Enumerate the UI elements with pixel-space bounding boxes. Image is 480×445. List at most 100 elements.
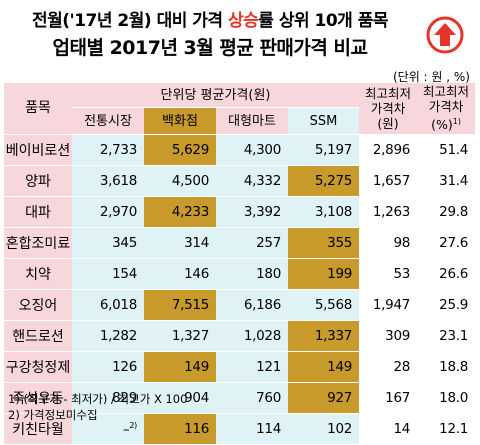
cell-rate-value: 26.6 [439, 266, 469, 282]
title-line-1-pre: 전월('17년 2월) 대비 가격 [31, 11, 228, 31]
table-row: 양파 3,618 4,500 4,332 5,275 1,657 31.4 [4, 165, 476, 197]
price-table: 품목 단위당 평균가격(원) 최고최저 가격차 (원) 최고최저 가격차 (%)1) 전… [4, 83, 476, 445]
item-name: 베이비로션 [4, 134, 72, 166]
cell-diff-value: 167 [385, 390, 411, 406]
cell-ssm-value: 5,197 [314, 142, 353, 158]
cell-mart-value: 4,300 [243, 142, 281, 158]
cell-traditional: 2,733 [72, 134, 144, 166]
cell-rate: 27.6 [417, 227, 476, 259]
cell-department-value: 1,327 [171, 328, 209, 344]
cell-department: 4,233 [144, 196, 216, 228]
cell-mart-value: 1,028 [243, 328, 281, 344]
item-name: 치약 [4, 258, 72, 290]
footnote-2: 2) 가격정보미수집 [8, 408, 98, 422]
item-name-value: 대파 [25, 205, 51, 221]
unit-label: (단위 : 원 , %) [392, 70, 470, 84]
item-name-value: 구강청정제 [5, 360, 71, 376]
cell-mart: 180 [216, 258, 288, 290]
cell-diff-value: 1,947 [372, 297, 411, 313]
item-name: 양파 [4, 165, 72, 197]
cell-rate: 26.6 [417, 258, 476, 290]
cell-rate: 18.0 [417, 382, 476, 414]
header-rate-l3: (%) [431, 117, 453, 133]
item-name-value: 오징어 [18, 298, 58, 314]
cell-ssm: 5,568 [288, 289, 360, 321]
table-row: 대파 2,970 4,233 3,392 3,108 1,263 29.8 [4, 196, 476, 228]
cell-department: 314 [144, 227, 216, 259]
cell-department-value: 149 [184, 359, 209, 375]
cell-mart-value: 3,392 [243, 204, 281, 220]
cell-traditional-value: 2,733 [99, 142, 137, 158]
cell-department-value: 314 [184, 235, 209, 251]
cell-department: 149 [144, 351, 216, 383]
item-name: 대파 [4, 196, 72, 228]
cell-rate: 18.8 [417, 351, 476, 383]
cell-rate: 23.1 [417, 320, 476, 352]
footnote-marker: 2) [129, 420, 137, 430]
cell-department-value: 4,500 [171, 173, 209, 189]
item-name-value: 혼합조미료 [5, 236, 71, 252]
cell-department-value: 4,233 [171, 204, 209, 220]
item-name-value: 즉석우동 [12, 391, 64, 407]
cell-ssm-value: 149 [327, 359, 353, 375]
cell-department: 4,500 [144, 165, 216, 197]
cell-rate: 12.1 [417, 413, 476, 445]
header-diff-l2: 가격차 [370, 101, 406, 116]
cell-traditional: 2,970 [72, 196, 144, 228]
cell-rate: 31.4 [417, 165, 476, 197]
table-row: 구강청정제 126 149 121 149 28 18.8 [4, 351, 476, 383]
title-line-1-post: 률 상위 10개 품목 [258, 11, 389, 31]
title-line-2: 업태별 2017년 3월 평균 판매가격 비교 [52, 37, 368, 59]
cell-diff-value: 1,263 [372, 204, 411, 220]
header-item: 품목 [4, 83, 72, 135]
cell-traditional-value: 345 [112, 235, 137, 251]
cell-traditional: 829 [72, 382, 144, 414]
cell-ssm: 927 [288, 382, 360, 414]
table-row: 베이비로션 2,733 5,629 4,300 5,197 2,896 51.4 [4, 134, 476, 166]
cell-mart-value: 180 [256, 266, 281, 282]
cell-rate-value: 18.8 [439, 359, 469, 375]
header-rate: 최고최저 가격차 (%)1) [417, 83, 476, 135]
cell-department-value: 904 [184, 390, 209, 406]
cell-rate-value: 31.4 [439, 173, 469, 189]
header-traditional: 전통시장 [72, 107, 144, 135]
item-name: 오징어 [4, 289, 72, 321]
header-diff-l1: 최고최저 [365, 86, 412, 101]
cell-mart: 121 [216, 351, 288, 383]
item-name-value: 키친타월 [12, 422, 64, 438]
cell-rate: 51.4 [417, 134, 476, 166]
cell-diff: 28 [359, 351, 418, 383]
item-name: 혼합조미료 [4, 227, 72, 259]
cell-rate-value: 27.6 [439, 235, 469, 251]
cell-mart-value: 114 [256, 421, 281, 437]
cell-mart: 3,392 [216, 196, 288, 228]
cell-rate: 29.8 [417, 196, 476, 228]
cell-ssm: 5,275 [288, 165, 360, 197]
cell-mart: 257 [216, 227, 288, 259]
cell-department-value: 116 [184, 421, 209, 437]
cell-mart-value: 121 [256, 359, 281, 375]
table-row: 핸드로션 1,282 1,327 1,028 1,337 309 23.1 [4, 320, 476, 352]
cell-rate-value: 25.9 [439, 297, 469, 313]
header-diff-l3: (원) [377, 116, 399, 131]
cell-diff-value: 98 [393, 235, 411, 251]
cell-mart-value: 4,332 [243, 173, 281, 189]
cell-rate-value: 29.8 [439, 204, 469, 220]
table-row: 즉석우동 829 904 760 927 167 18.0 [4, 382, 476, 414]
cell-diff: 167 [359, 382, 418, 414]
cell-department: 5,629 [144, 134, 216, 166]
item-name-value: 양파 [25, 174, 51, 190]
cell-diff: 309 [359, 320, 418, 352]
cell-traditional: 154 [72, 258, 144, 290]
cell-diff: 1,263 [359, 196, 418, 228]
cell-department: 904 [144, 382, 216, 414]
cell-mart: 1,028 [216, 320, 288, 352]
item-name: 즉석우동 [4, 382, 72, 414]
title-highlight: 상승 [227, 11, 259, 31]
cell-traditional-value: 1,282 [99, 328, 137, 344]
cell-ssm-value: 199 [327, 266, 353, 282]
cell-diff-value: 1,657 [372, 173, 411, 189]
cell-traditional: 1,282 [72, 320, 144, 352]
header-rate-l2: 가격차 [428, 99, 464, 115]
cell-traditional: 126 [72, 351, 144, 383]
